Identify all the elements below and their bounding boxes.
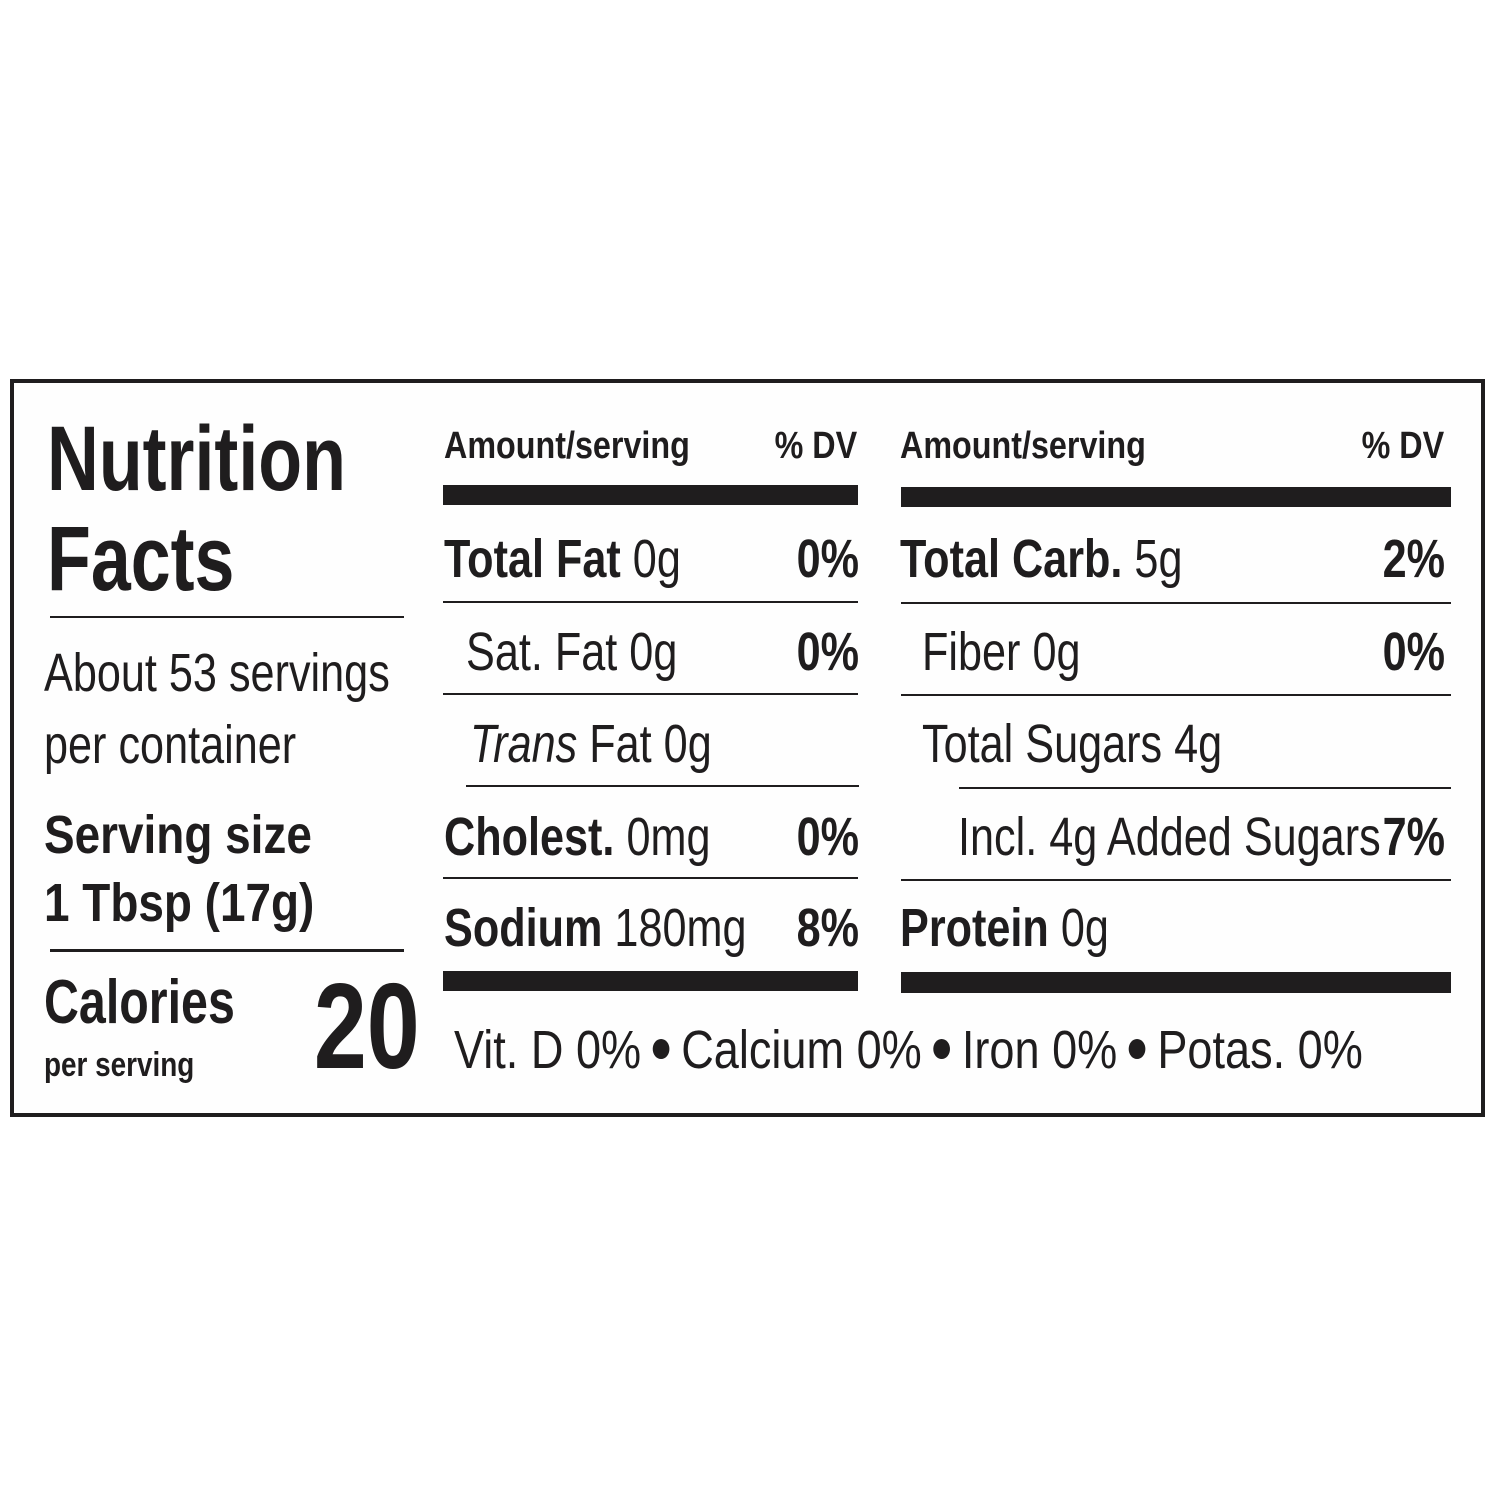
- nutrient-amount: 0g: [632, 529, 681, 589]
- nutrient-name: Fiber: [922, 622, 1021, 682]
- nutrition-facts-title: Nutrition Facts: [47, 409, 430, 609]
- nutrient-name: Total Fat: [444, 529, 621, 589]
- nutrient-dv: 7%: [1382, 807, 1445, 867]
- nutrient-row-total-carb: Total Carb. 5g 2%: [900, 526, 1445, 596]
- nutrient-amount: 0mg: [626, 807, 711, 867]
- servings-line-2: per container: [44, 715, 297, 775]
- right-row-divider: [959, 787, 1451, 789]
- nutrient-dv: 0%: [796, 807, 859, 867]
- nutrient-row-fiber: Fiber 0g 0%: [922, 619, 1445, 689]
- nutrient-name: Cholest.: [444, 807, 615, 867]
- nutrient-name: Total Sugars: [922, 714, 1163, 774]
- nutrient-amount: 0g: [629, 622, 678, 682]
- nutrient-name-italic: Trans: [470, 714, 578, 774]
- nutrient-row-sodium: Sodium 180mg 8%: [444, 895, 859, 965]
- divider-under-title: [50, 616, 404, 618]
- iron-value: Iron 0%: [961, 1020, 1118, 1080]
- nutrient-row-sat-fat: Sat. Fat 0g 0%: [466, 619, 859, 689]
- nutrient-name: Total Carb.: [900, 529, 1123, 589]
- left-row-divider: [443, 601, 858, 603]
- nutrient-row-protein: Protein 0g: [900, 895, 1445, 965]
- nutrient-dv: 0%: [1382, 622, 1445, 682]
- title-line-1: Nutrition: [47, 408, 346, 510]
- right-row-divider: [901, 694, 1451, 696]
- title-line-2: Facts: [47, 508, 235, 610]
- vitamin-d-value: Vit. D 0%: [454, 1020, 642, 1080]
- calories-label: Calories: [44, 968, 235, 1037]
- nutrient-name: Sat. Fat: [466, 622, 618, 682]
- left-row-divider: [443, 693, 858, 695]
- right-row-divider: [901, 602, 1451, 604]
- bullet-dot-icon: [1128, 1038, 1146, 1059]
- servings-line-1: About 53 servings: [44, 643, 390, 703]
- right-thick-rule-top: [901, 487, 1451, 507]
- nutrient-name: Fat: [589, 714, 652, 774]
- nutrient-row-cholesterol: Cholest. 0mg 0%: [444, 804, 859, 874]
- bullet-dot-icon: [933, 1038, 951, 1059]
- bullet-dot-icon: [652, 1038, 670, 1059]
- nutrient-dv: 0%: [796, 622, 859, 682]
- right-amount-header: Amount/serving: [900, 425, 1146, 467]
- nutrient-row-added-sugars: Incl. 4g Added Sugars 7%: [958, 804, 1445, 874]
- vitamins-minerals-line: Vit. D 0% Calcium 0% Iron 0% Potas. 0%: [454, 1015, 1500, 1085]
- left-dv-header: % DV: [774, 425, 857, 467]
- nutrient-name: Sodium: [444, 898, 603, 958]
- serving-size: Serving size 1 Tbsp (17g): [44, 801, 362, 937]
- nutrient-amount: 0g: [1032, 622, 1081, 682]
- nutrient-row-total-fat: Total Fat 0g 0%: [444, 526, 859, 596]
- left-amount-header: Amount/serving: [444, 425, 690, 467]
- serving-size-line-2: 1 Tbsp (17g): [44, 873, 315, 933]
- nutrient-amount: 4g: [1174, 714, 1223, 774]
- potassium-value: Potas. 0%: [1157, 1020, 1363, 1080]
- nutrient-name: Protein: [900, 898, 1049, 958]
- nutrient-amount: 5g: [1134, 529, 1183, 589]
- nutrient-amount: 180mg: [614, 898, 747, 958]
- calcium-value: Calcium 0%: [681, 1020, 922, 1080]
- calories-per-serving-label: per serving: [44, 1046, 195, 1084]
- calories-value: 20: [313, 958, 420, 1094]
- nutrient-dv: 2%: [1382, 529, 1445, 589]
- nutrient-row-total-sugars: Total Sugars 4g: [922, 711, 1445, 781]
- nutrient-dv: 8%: [796, 898, 859, 958]
- nutrient-row-trans-fat: Trans Fat 0g: [470, 711, 859, 781]
- right-thick-rule-bottom: [901, 972, 1451, 993]
- left-thick-rule-top: [443, 485, 858, 505]
- nutrient-name: Incl. 4g Added Sugars: [958, 807, 1381, 867]
- right-row-divider: [901, 879, 1451, 881]
- nutrient-amount: 0g: [663, 714, 712, 774]
- divider-above-calories: [50, 949, 404, 952]
- serving-size-line-1: Serving size: [44, 805, 312, 865]
- left-row-divider: [443, 877, 858, 879]
- nutrient-dv: 0%: [796, 529, 859, 589]
- nutrition-facts-panel: Nutrition Facts About 53 servings per co…: [10, 379, 1485, 1117]
- left-row-divider: [466, 785, 859, 787]
- left-thick-rule-bottom: [443, 971, 858, 991]
- servings-per-container: About 53 servings per container: [44, 637, 476, 781]
- right-dv-header: % DV: [1361, 425, 1444, 467]
- nutrient-amount: 0g: [1060, 898, 1109, 958]
